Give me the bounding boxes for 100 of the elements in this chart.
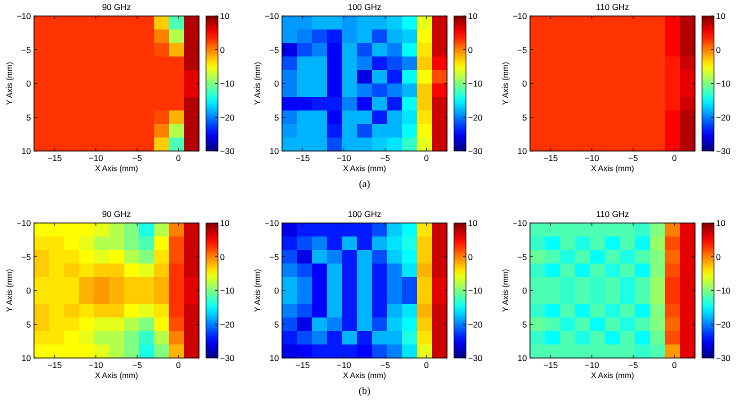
color-bar-label: −20: [220, 112, 235, 122]
y-axis-title: Y Axis (mm): [5, 62, 14, 105]
color-bar-label: −10: [220, 78, 235, 88]
color-bar-label: 10: [716, 11, 726, 21]
y-tick-label: −10: [264, 218, 280, 228]
x-tick-label: −10: [336, 153, 352, 163]
y-tick-label: 0: [274, 286, 280, 296]
y-tick-label: −5: [517, 252, 528, 262]
y-tick-label: −5: [21, 44, 32, 55]
color-bar-label: 10: [468, 218, 478, 228]
x-axis-title: X Axis (mm): [590, 164, 634, 173]
color-bar-label: 10: [716, 218, 726, 228]
y-tick-label: 5: [522, 112, 528, 122]
color-bar-label: −10: [468, 286, 483, 296]
y-tick-label: −10: [16, 11, 32, 21]
chart-title: 90 GHz: [102, 2, 131, 12]
color-bar-label: −10: [468, 78, 483, 88]
chart-title: 100 GHz: [348, 209, 382, 219]
y-tick-label: 10: [22, 353, 32, 363]
x-tick-label: −15: [47, 153, 62, 163]
y-tick-label: 0: [26, 286, 32, 296]
color-bar-label: −20: [716, 112, 731, 122]
y-tick-label: 5: [274, 112, 280, 122]
y-tick-label: 0: [522, 286, 528, 296]
x-axis-title: X Axis (mm): [342, 164, 386, 173]
color-bar-label: −20: [220, 319, 235, 330]
y-tick-label: 5: [26, 112, 32, 122]
x-tick-label: −15: [543, 360, 558, 370]
x-tick-label: −15: [295, 153, 310, 163]
y-tick-label: −5: [21, 252, 32, 262]
x-tick-label: 0: [176, 153, 182, 163]
text: (b): [358, 386, 370, 397]
color-bar-label: −30: [716, 353, 731, 363]
x-tick-label: −5: [380, 360, 390, 370]
x-axis-title: X Axis (mm): [94, 164, 138, 173]
color-bar-label: −20: [468, 319, 483, 330]
y-tick-label: −5: [269, 252, 280, 262]
x-tick-label: −5: [132, 153, 142, 163]
chart-title: 90 GHz: [102, 209, 131, 219]
y-tick-label: −10: [264, 11, 280, 21]
x-tick-label: 0: [424, 153, 430, 163]
color-bar-label: −30: [468, 146, 483, 156]
y-tick-label: 10: [518, 146, 528, 156]
x-tick-label: −5: [132, 360, 142, 370]
color-bar-label: −30: [468, 353, 483, 363]
color-bar-label: 0: [716, 252, 721, 262]
x-tick-label: −10: [584, 360, 600, 370]
color-bar-label: −10: [716, 286, 731, 296]
y-tick-label: 10: [518, 353, 528, 363]
x-tick-label: −5: [628, 360, 638, 370]
y-tick-label: 0: [522, 78, 528, 88]
color-bar-label: −30: [220, 146, 235, 156]
color-bar-label: −20: [468, 112, 483, 122]
color-bar-label: 10: [220, 218, 230, 228]
color-bar-label: 0: [468, 44, 473, 55]
y-tick-label: 10: [270, 146, 280, 156]
y-tick-label: 5: [274, 319, 280, 330]
y-tick-label: 0: [274, 78, 280, 88]
x-tick-label: −10: [88, 360, 104, 370]
color-bar-label: 10: [220, 11, 230, 21]
x-axis-title: X Axis (mm): [342, 371, 386, 380]
y-tick-label: −10: [16, 218, 32, 228]
color-bar-label: −10: [716, 78, 731, 88]
y-tick-label: 0: [26, 78, 32, 88]
y-tick-label: 5: [26, 319, 32, 330]
y-tick-label: −10: [512, 11, 528, 21]
y-axis-title: Y Axis (mm): [253, 62, 262, 105]
x-tick-label: −15: [295, 360, 310, 370]
x-tick-label: 0: [424, 360, 430, 370]
chart-title: 110 GHz: [596, 2, 629, 12]
x-tick-label: 0: [672, 153, 678, 163]
color-bar-label: −30: [716, 146, 731, 156]
color-bar-label: −20: [716, 319, 731, 330]
x-tick-label: −15: [543, 153, 558, 163]
chart-title: 100 GHz: [348, 2, 382, 12]
x-axis-title: X Axis (mm): [590, 371, 634, 380]
y-tick-label: −10: [512, 218, 528, 228]
y-axis-title: Y Axis (mm): [5, 268, 14, 312]
x-tick-label: −10: [88, 153, 104, 163]
x-tick-label: −10: [336, 360, 352, 370]
color-bar-label: 10: [468, 11, 478, 21]
color-bar-label: 0: [716, 44, 721, 55]
y-tick-label: 10: [270, 353, 280, 363]
x-tick-label: −10: [584, 153, 600, 163]
y-tick-label: 5: [522, 319, 528, 330]
color-bar-label: 0: [468, 252, 473, 262]
color-bar-label: 0: [220, 44, 225, 55]
y-tick-label: −5: [269, 44, 280, 55]
y-tick-label: 10: [22, 146, 32, 156]
x-tick-label: −15: [47, 360, 62, 370]
x-tick-label: −5: [380, 153, 390, 163]
y-axis-title: Y Axis (mm): [501, 268, 510, 312]
x-tick-label: 0: [176, 360, 182, 370]
y-axis-title: Y Axis (mm): [501, 62, 510, 105]
color-bar-label: 0: [220, 252, 225, 262]
y-axis-title: Y Axis (mm): [253, 268, 262, 312]
color-bar-label: −30: [220, 353, 235, 363]
chart-title: 110 GHz: [596, 209, 629, 219]
x-tick-label: −5: [628, 153, 638, 163]
color-bar-label: −10: [220, 286, 235, 296]
